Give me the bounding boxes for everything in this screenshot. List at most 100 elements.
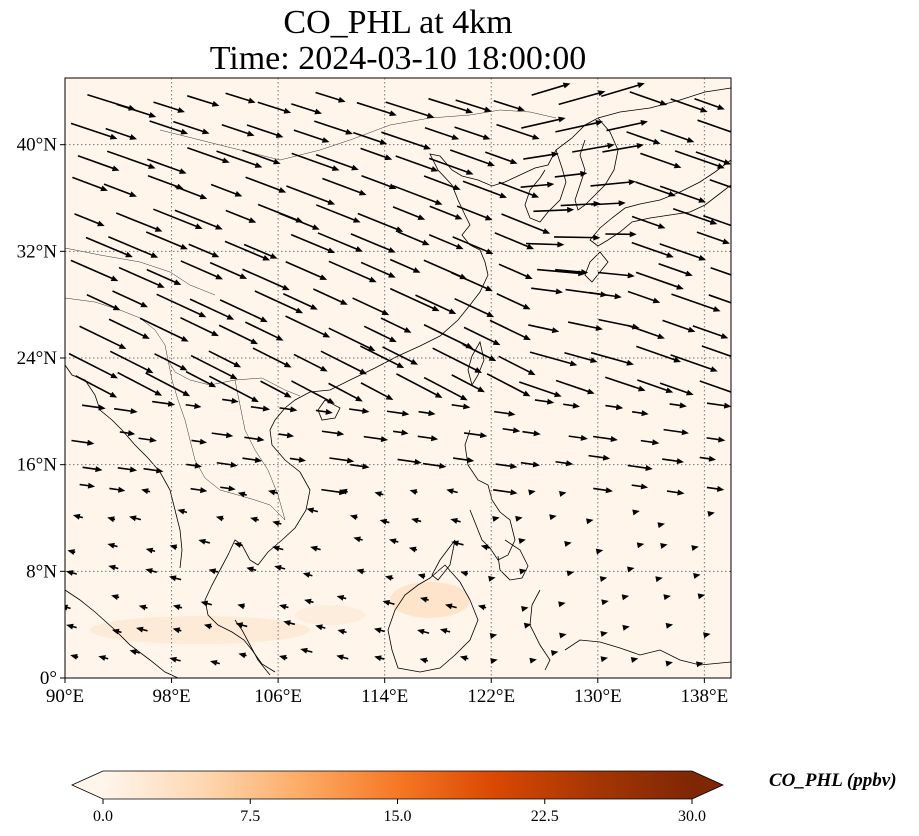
wind-arrow-shaft: [208, 350, 238, 366]
wind-arrow-head: [431, 305, 440, 312]
wind-arrow-shaft: [555, 379, 591, 393]
wind-arrow-head: [72, 513, 81, 520]
wind-arrow-head: [211, 251, 220, 258]
wind-arrow-head: [389, 110, 397, 117]
wind-arrow-head: [549, 514, 557, 521]
colorbar-tick-label: 0.0: [93, 808, 113, 825]
wind-arrow-head: [580, 269, 589, 276]
wind-arrow-shaft: [321, 430, 340, 435]
wind-arrow-head: [290, 406, 298, 413]
wind-arrow-head: [179, 364, 188, 371]
wind-arrow-head: [111, 628, 120, 635]
wind-arrow-head: [111, 165, 120, 172]
wind-arrow-head: [417, 214, 426, 220]
wind-arrow-shaft: [489, 319, 527, 339]
wind-arrow-shaft: [432, 347, 478, 372]
wind-arrow-head: [272, 545, 280, 552]
wind-arrow-shaft: [392, 206, 421, 219]
colorbar-label: CO_PHL (ppbv): [769, 770, 897, 791]
wind-arrow-shaft: [423, 324, 469, 348]
wind-arrow-head: [580, 434, 588, 441]
wind-arrow-shaft: [139, 317, 185, 341]
wind-arrow-shaft: [498, 355, 532, 374]
wind-arrow-shaft: [640, 152, 677, 167]
wind-arrow-head: [109, 391, 118, 398]
wind-arrow-head: [614, 293, 622, 300]
wind-arrow-shaft: [572, 144, 610, 153]
wind-arrow-head: [559, 490, 567, 497]
wind-arrow-shaft: [567, 321, 599, 330]
wind-arrow-shaft: [145, 372, 187, 395]
wind-arrow-head: [211, 330, 219, 337]
wind-arrow-head: [215, 515, 224, 522]
wind-arrow-head: [430, 435, 439, 442]
wind-arrow-head: [480, 544, 489, 551]
wind-arrow-shaft: [225, 92, 252, 102]
wind-arrow-head: [331, 165, 340, 171]
wind-arrow-shaft: [710, 267, 731, 276]
wind-arrow-shaft: [423, 376, 464, 399]
wind-arrow-shaft: [662, 319, 691, 332]
lat-tick-label: 24°N: [17, 348, 58, 369]
wind-arrow-head: [485, 285, 493, 292]
wind-arrow-head: [352, 217, 361, 223]
concentration-patches: [90, 582, 470, 644]
wind-arrow-head: [95, 466, 103, 473]
wind-arrow-head: [65, 570, 74, 576]
wind-arrow-shaft: [174, 209, 219, 229]
wind-arrow-shaft: [186, 95, 215, 106]
wind-arrow-shaft: [109, 350, 150, 372]
wind-arrow-head: [707, 510, 715, 517]
wind-arrow-head: [225, 432, 234, 439]
wind-arrow-head: [340, 299, 348, 305]
wind-arrow-shaft: [349, 408, 365, 412]
wind-arrow-head: [509, 463, 518, 470]
wind-arrow-head: [526, 243, 535, 250]
wind-arrow-head: [523, 622, 532, 629]
wind-arrow-shaft: [451, 374, 481, 391]
wind-arrow-head: [200, 600, 209, 607]
wind-arrow-head: [521, 605, 529, 612]
wind-arrow-shaft: [180, 316, 215, 335]
wind-arrow-head: [434, 392, 443, 398]
wind-arrow-head: [409, 489, 418, 495]
wind-arrow-head: [145, 547, 154, 554]
lat-tick-label: 8°N: [26, 561, 57, 582]
wind-arrow-head: [154, 389, 163, 396]
wind-arrow-shaft: [627, 464, 648, 470]
wind-arrow-head: [262, 405, 271, 412]
wind-arrow-shaft: [520, 183, 550, 189]
wind-arrow-shaft: [103, 183, 133, 196]
wind-arrow-head: [229, 373, 238, 380]
wind-arrow-head: [412, 267, 421, 273]
wind-arrow-shaft: [70, 259, 115, 280]
wind-arrow-shaft: [451, 404, 466, 408]
wind-arrow-head: [681, 429, 689, 436]
wind-arrow-head: [718, 436, 726, 443]
wind-arrow-head: [125, 251, 133, 258]
lon-tick-label: 130°E: [574, 686, 622, 707]
wind-arrow-shaft: [257, 101, 287, 113]
wind-arrow-head: [465, 107, 474, 114]
wind-arrow-shaft: [105, 127, 133, 139]
wind-arrow-shaft: [629, 91, 663, 105]
wind-arrow-head: [169, 544, 178, 551]
wind-arrow-head: [645, 465, 653, 471]
wind-arrow-head: [180, 128, 189, 135]
wind-arrow-head: [87, 482, 96, 489]
wind-arrow-head: [717, 163, 725, 169]
wind-arrow-head: [716, 485, 725, 492]
wind-arrow-head: [199, 487, 208, 494]
wind-arrow-shaft: [498, 263, 529, 278]
wind-arrow-head: [499, 192, 508, 199]
wind-arrow-head: [401, 410, 410, 417]
wind-arrow-head: [109, 133, 118, 140]
wind-arrow-shaft: [590, 202, 621, 206]
wind-arrow-shaft: [75, 375, 114, 397]
wind-arrow-shaft: [117, 371, 159, 395]
wind-arrow-head: [177, 508, 185, 515]
wind-arrow-shaft: [694, 98, 721, 109]
wind-arrow-shaft: [156, 293, 203, 316]
wind-arrow-head: [660, 542, 668, 549]
wind-arrow-shaft: [593, 487, 609, 492]
